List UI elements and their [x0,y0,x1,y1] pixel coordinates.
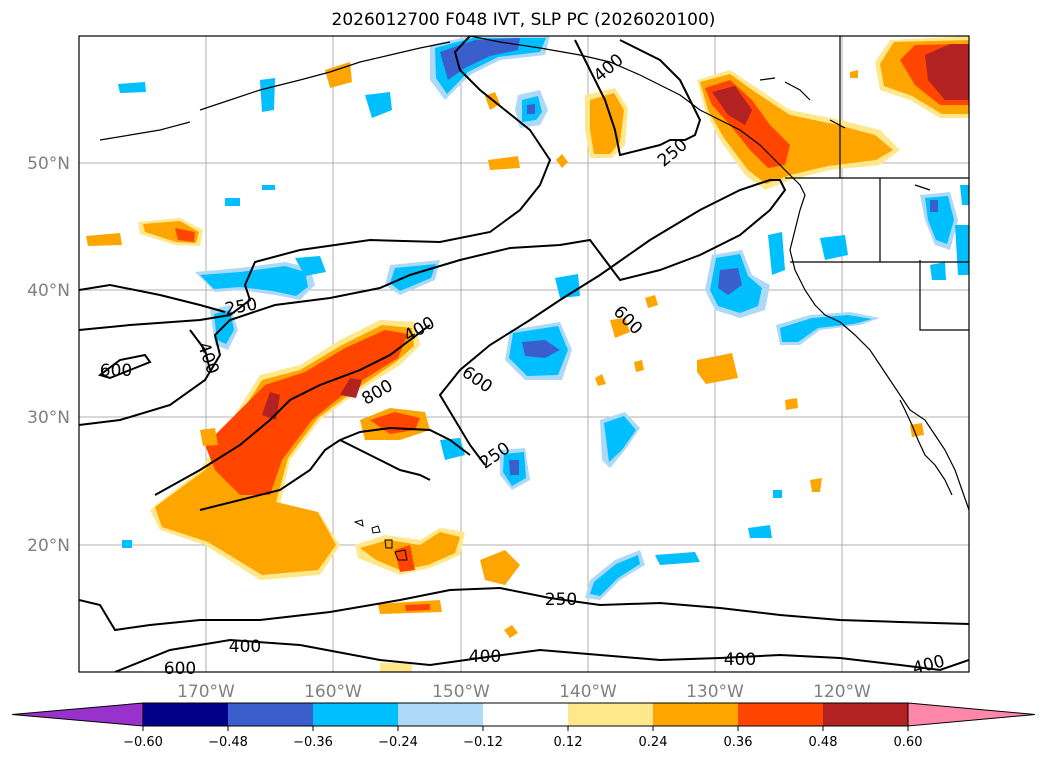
colorbar-tick-label: −0.60 [123,735,163,750]
colorbar-tick-label: −0.48 [208,735,248,750]
contour-label: 600 [100,361,132,381]
colorbar-tick-label: −0.36 [293,735,333,750]
ivt-negative-shading [118,36,969,600]
colorbar-extend-low [11,702,144,727]
coastlines [99,36,969,511]
contour-label: 600 [164,659,196,679]
lat-label: 20°N [27,536,70,556]
contour-label: 400 [469,647,501,667]
colorbar-tick-label: 0.24 [639,735,668,750]
contour-label: 250 [545,590,577,610]
colorbar-tick-label: 0.36 [724,735,753,750]
hawaii-islands [353,519,408,561]
lon-label: 150°W [432,682,490,702]
colorbar-tick-label: −0.12 [463,735,503,750]
colorbar-tick-label: 0.12 [554,735,583,750]
colorbar-segment [228,703,313,726]
lon-label: 170°W [177,682,235,702]
colorbar-tick-label: 0.60 [894,735,923,750]
lat-label: 40°N [27,281,70,301]
lat-label: 50°N [27,154,70,174]
colorbar-segment [143,703,228,726]
colorbar-segment [398,703,483,726]
contour-label: 400 [724,650,756,670]
ivt-positive-shading [86,36,969,672]
colorbar-tick-label: −0.24 [378,735,418,750]
lon-label: 140°W [559,682,617,702]
lat-label: 30°N [27,408,70,428]
latitude-labels: 50°N 40°N 30°N 20°N [27,154,70,556]
map-border [78,35,970,673]
colorbar-segment [568,703,653,726]
lon-label: 160°W [304,682,362,702]
slp-contours [79,36,969,672]
colorbar-segment [823,703,908,726]
lon-label: 130°W [686,682,744,702]
colorbar-tick-label: 0.48 [809,735,838,750]
colorbar-segment [483,703,568,726]
colorbar: −0.60 −0.48 −0.36 −0.24 −0.12 0.12 0.24 0.36 0.4… [11,702,1036,750]
contour-label: 400 [229,637,261,657]
colorbar-border [142,702,909,727]
colorbar-segment [738,703,823,726]
map-title: 2026012700 F048 IVT, SLP PC (2026020100) [331,10,716,30]
lon-label: 120°W [813,682,871,702]
colorbar-segment [313,703,398,726]
colorbar-segment [653,703,738,726]
colorbar-extend-high [907,702,1036,727]
longitude-labels: 170°W 160°W 150°W 140°W 130°W 120°W [177,682,871,702]
